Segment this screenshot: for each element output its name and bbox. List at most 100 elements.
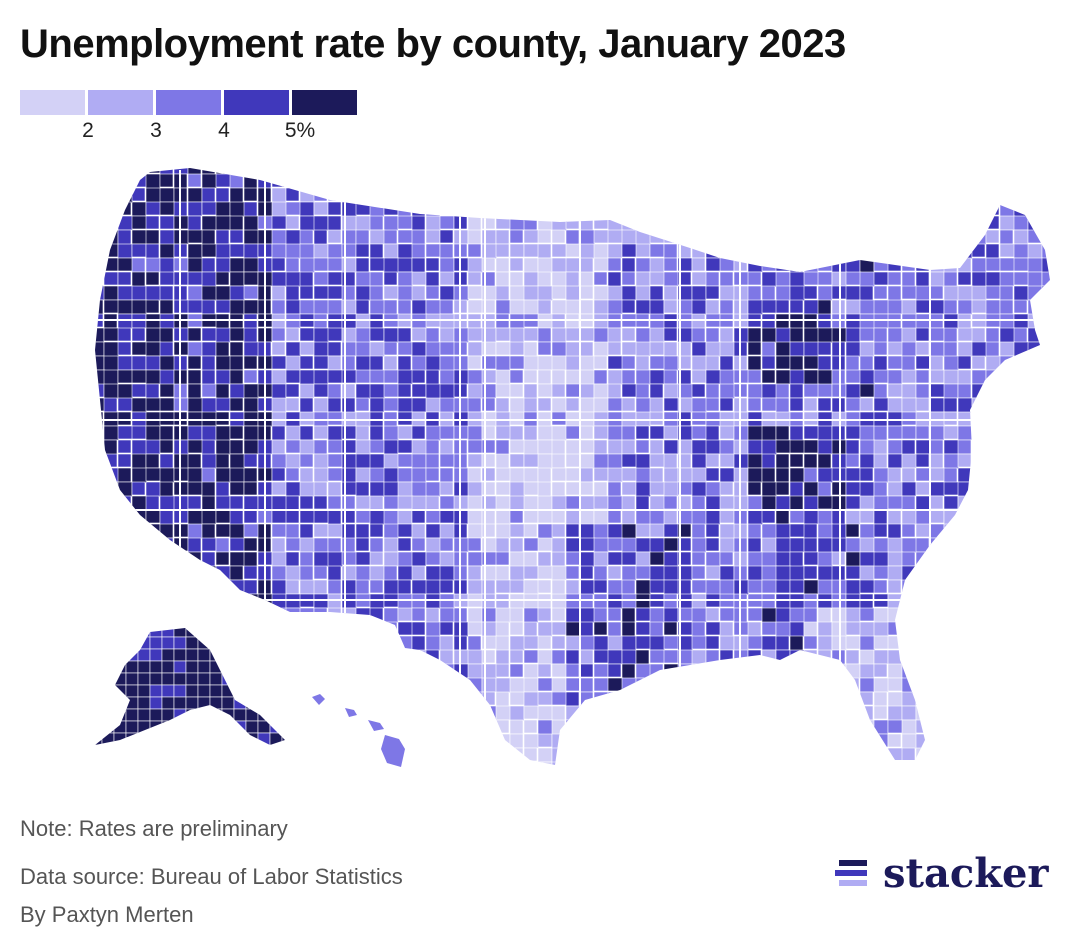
county-cell [243,327,258,344]
county-cell [103,747,119,764]
county-cell [579,341,594,358]
county-cell [775,355,791,370]
county-cell [845,369,862,384]
legend-swatches [20,90,357,115]
county-cell [243,313,258,330]
county-cell [185,684,199,698]
county-cell [705,481,722,497]
stacker-logo: stacker [835,850,1049,897]
county-cell [467,523,483,539]
county-cell [551,649,566,665]
county-cell [915,593,930,609]
county-cell [355,537,370,552]
county-cell [369,285,384,302]
county-cell [551,168,567,174]
county-cell [95,257,105,274]
county-cell [1027,607,1043,622]
county-cell [425,481,441,498]
county-cell [467,271,482,286]
county-cell [131,201,147,217]
county-cell [593,257,610,272]
county-cell [229,761,244,765]
county-cell [663,467,679,484]
county-cell [355,761,371,765]
county-cell [551,411,567,426]
county-cell [117,551,134,566]
county-cell [355,285,371,302]
county-cell [341,173,358,189]
county-cell [775,593,791,610]
county-cell [187,355,202,370]
county-cell [327,691,344,707]
county-cell [131,369,148,384]
county-cell [173,733,190,750]
county-cell [901,467,916,483]
county-cell [999,705,1014,720]
county-cell [579,369,596,386]
county-cell [817,168,833,175]
county-cell [125,648,139,662]
county-cell [579,523,595,540]
county-cell [1027,257,1044,273]
county-cell [439,691,456,706]
county-cell [775,719,792,734]
county-cell [369,168,386,174]
county-cell [915,705,930,722]
county-cell [481,453,496,468]
county-cell [971,691,987,708]
county-cell [159,229,176,246]
county-cell [467,747,484,762]
county-cell [593,593,608,610]
county-cell [677,168,692,174]
county-cell [873,481,888,498]
county-cell [313,635,328,651]
county-cell [201,523,216,540]
county-cell [439,509,455,524]
county-cell [271,481,287,496]
county-cell [425,383,442,400]
county-cell [299,215,316,232]
county-cell [649,285,664,301]
legend-swatch-5 [292,90,357,115]
county-cell [103,397,118,413]
county-cell [271,168,288,175]
county-cell [957,691,972,708]
county-cell [579,355,595,372]
county-cell [915,663,932,678]
county-cell [145,607,161,624]
county-cell [901,677,917,694]
county-cell [245,720,259,734]
county-cell [607,607,622,622]
county-cell [201,341,217,357]
county-cell [845,327,861,343]
county-cell [551,509,566,524]
county-cell [579,579,595,596]
county-cell [355,523,370,539]
county-cell [985,439,1000,454]
county-cell [593,201,609,218]
county-cell [873,173,889,188]
county-cell [761,733,776,750]
county-cell [803,593,818,610]
county-cell [859,355,874,371]
county-cell [719,481,734,496]
county-cell [95,660,103,674]
county-cell [691,201,708,216]
county-cell [411,285,426,302]
county-cell [509,649,524,664]
county-cell [439,551,455,567]
county-cell [887,341,904,356]
county-cell [971,299,988,314]
county-cell [383,271,398,286]
county-cell [649,537,666,554]
county-cell [901,509,917,526]
county-cell [677,537,692,552]
county-cell [383,467,399,484]
county-cell [831,369,846,386]
county-cell [999,495,1015,512]
county-cell [705,621,722,636]
county-cell [113,684,127,698]
county-cell [817,733,832,749]
county-cell [761,537,777,554]
county-cell [215,187,230,203]
